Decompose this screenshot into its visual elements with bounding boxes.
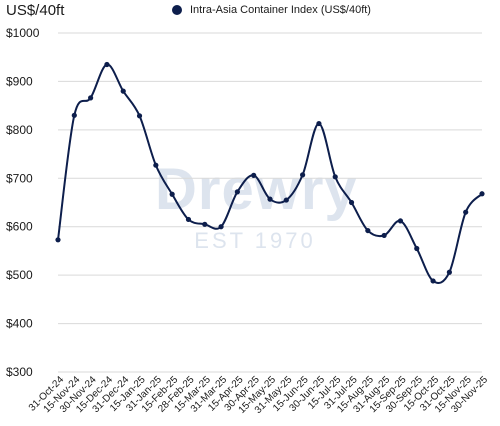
y-tick-label: $300 [6, 365, 33, 379]
data-point [397, 218, 404, 224]
data-point [348, 199, 355, 206]
data-point [446, 269, 452, 275]
data-point [463, 209, 469, 215]
y-axis-unit-label: US$/40ft [6, 2, 65, 19]
data-point [218, 224, 224, 230]
y-tick-label: $800 [6, 123, 33, 137]
legend-marker-icon [172, 5, 182, 15]
data-point [283, 197, 289, 203]
data-point [153, 162, 159, 168]
data-point [202, 221, 208, 227]
data-point [71, 112, 77, 118]
data-point [479, 191, 485, 197]
data-point [185, 216, 192, 223]
data-point [136, 113, 143, 119]
data-point [332, 174, 338, 180]
y-tick-label: $500 [6, 268, 33, 282]
data-point [251, 172, 257, 178]
data-point [104, 61, 110, 68]
data-point [234, 189, 240, 195]
legend-label: Intra-Asia Container Index (US$/40ft) [190, 4, 371, 16]
y-tick-label: $700 [6, 171, 33, 185]
data-point [169, 191, 175, 197]
data-point [300, 172, 306, 178]
y-tick-label: $600 [6, 220, 33, 234]
data-point [88, 95, 94, 101]
data-point [365, 227, 371, 234]
data-point [316, 120, 322, 127]
y-tick-label: $400 [6, 317, 33, 331]
y-tick-label: $900 [6, 74, 33, 88]
data-point [55, 237, 61, 243]
data-point [267, 196, 273, 202]
data-point [414, 245, 420, 252]
data-point [381, 232, 387, 239]
data-point [120, 88, 126, 94]
legend: Intra-Asia Container Index (US$/40ft) [172, 4, 371, 16]
y-tick-label: $1000 [6, 26, 40, 40]
data-point [430, 278, 436, 284]
